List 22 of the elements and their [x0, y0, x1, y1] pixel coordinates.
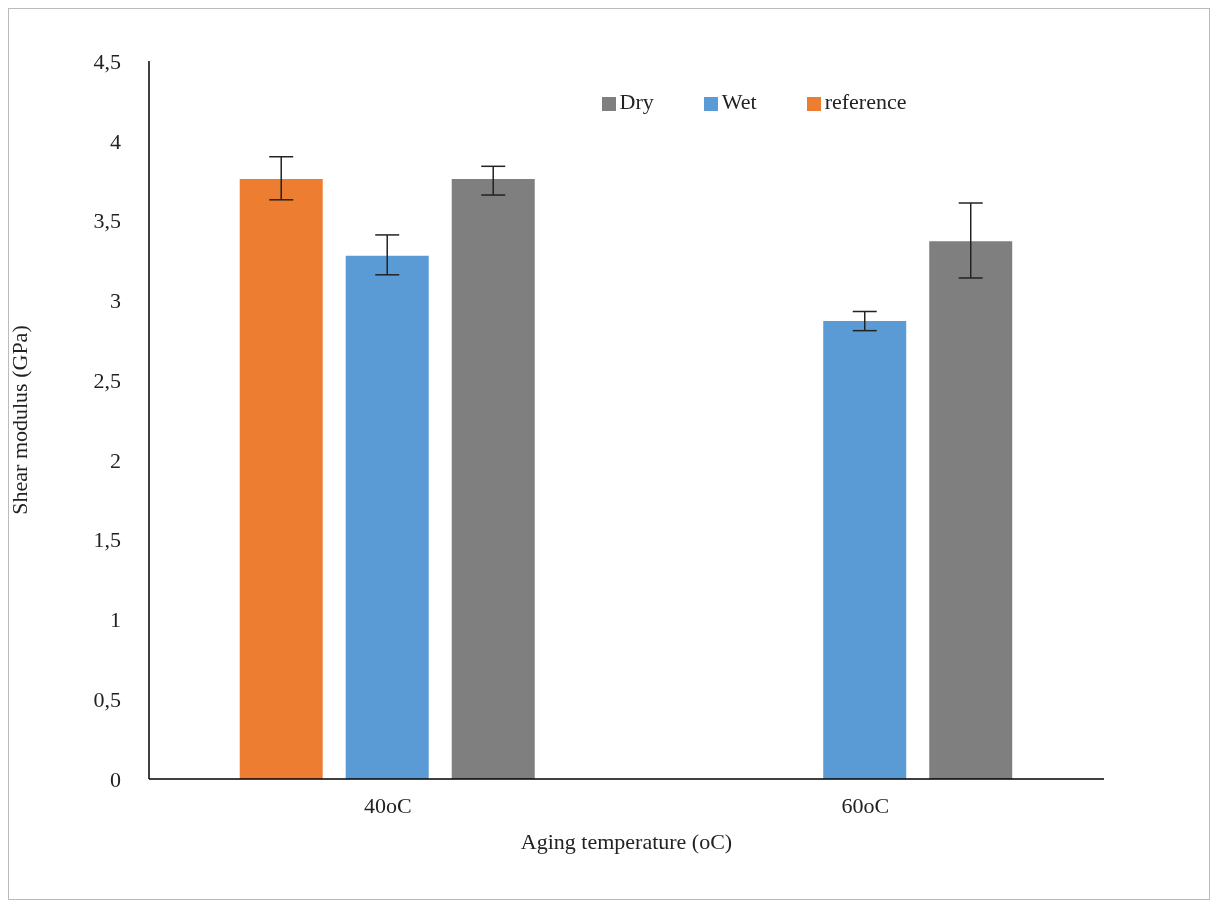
y-tick-label: 4: [110, 128, 121, 154]
x-axis-title: Aging temperature (oC): [520, 829, 733, 854]
y-tick-label: 1: [110, 607, 121, 633]
bar: [929, 241, 1013, 779]
x-tick-label: 60oC: [841, 792, 890, 818]
bar: [345, 255, 429, 779]
y-tick-label: 2,5: [93, 367, 121, 393]
y-tick-label: 1,5: [93, 527, 121, 553]
legend-label: Dry: [619, 89, 654, 114]
bar: [451, 179, 535, 779]
y-tick-label: 0: [110, 766, 121, 792]
x-tick-label: 40oC: [363, 792, 412, 818]
y-tick-label: 0,5: [93, 687, 121, 713]
bar: [823, 321, 907, 779]
y-tick-label: 3,5: [93, 208, 121, 234]
y-tick-label: 4,5: [93, 48, 121, 74]
y-tick-label: 2: [110, 447, 121, 473]
y-tick-label: 3: [110, 288, 121, 314]
bar: [239, 179, 323, 779]
y-axis-title: Shear modulus (GPa): [6, 325, 32, 515]
legend-label: reference: [824, 89, 907, 114]
legend-label: Wet: [721, 89, 757, 114]
